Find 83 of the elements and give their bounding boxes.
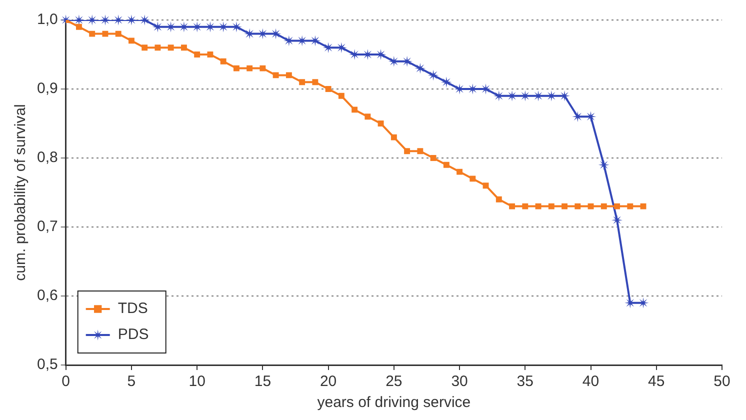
point (612, 214, 623, 226)
point (233, 65, 240, 72)
point (390, 134, 397, 140)
point (574, 203, 581, 210)
point (388, 56, 400, 67)
point (627, 203, 634, 210)
legend-label: TDS (118, 300, 148, 318)
point (496, 196, 502, 202)
point (310, 35, 321, 46)
point (600, 203, 607, 210)
y-tick-label: 0,9 (36, 80, 58, 98)
point (128, 38, 134, 44)
point (470, 176, 476, 182)
point (260, 65, 266, 72)
point (89, 30, 96, 37)
point (352, 106, 358, 113)
point (299, 79, 306, 86)
point (325, 86, 332, 92)
point (588, 203, 594, 210)
x-tick-label: 10 (188, 373, 206, 390)
point (100, 14, 111, 26)
point (522, 203, 528, 210)
point (443, 162, 450, 168)
point (207, 52, 214, 58)
point (180, 44, 187, 51)
point (220, 58, 226, 64)
point (246, 65, 253, 72)
x-tick-label: 0 (62, 373, 70, 390)
x-tick-label: 30 (451, 373, 468, 390)
point (440, 76, 452, 88)
point (168, 44, 174, 51)
point (535, 203, 542, 210)
point (402, 56, 413, 67)
legend-label: PDS (118, 326, 149, 344)
point (364, 114, 371, 120)
y-tick-label: 0,6 (36, 287, 58, 304)
point (559, 90, 570, 102)
point (194, 52, 200, 58)
point (509, 203, 516, 210)
point (562, 203, 568, 210)
point (428, 70, 439, 81)
point (283, 35, 294, 46)
x-tick-label: 40 (582, 373, 600, 390)
y-axis-title: cum. probability of survival (12, 104, 30, 281)
x-tick-label: 5 (127, 373, 136, 390)
point (493, 90, 504, 102)
point (126, 14, 137, 26)
point (76, 24, 82, 30)
y-tick-label: 1,0 (36, 11, 58, 28)
point (86, 14, 98, 26)
x-tick-label: 50 (714, 373, 730, 390)
point (102, 30, 108, 37)
point (404, 148, 410, 154)
x-tick-label: 35 (516, 373, 534, 390)
point (142, 44, 148, 51)
point (139, 14, 150, 26)
point (312, 79, 318, 86)
point (378, 120, 384, 126)
point (548, 203, 554, 210)
y-tick-label: 0,7 (36, 218, 58, 236)
point (112, 14, 124, 26)
point (456, 168, 463, 175)
point (272, 72, 279, 78)
point (640, 203, 646, 210)
x-tick-label: 25 (386, 373, 402, 390)
point (286, 72, 292, 78)
x-axis-title: years of driving service (317, 394, 471, 412)
point (430, 155, 436, 161)
point (414, 62, 426, 74)
y-tick-label: 0,8 (36, 149, 58, 166)
point (482, 182, 489, 189)
point (614, 203, 620, 210)
point (154, 44, 161, 51)
point (322, 42, 334, 54)
point (417, 148, 424, 154)
x-tick-label: 45 (648, 373, 665, 390)
x-tick-label: 20 (320, 373, 337, 390)
y-tick-label: 0,5 (36, 356, 58, 374)
point (598, 159, 610, 170)
point (73, 14, 84, 26)
point (115, 30, 122, 37)
point (338, 92, 344, 99)
x-tick-label: 15 (254, 373, 272, 390)
